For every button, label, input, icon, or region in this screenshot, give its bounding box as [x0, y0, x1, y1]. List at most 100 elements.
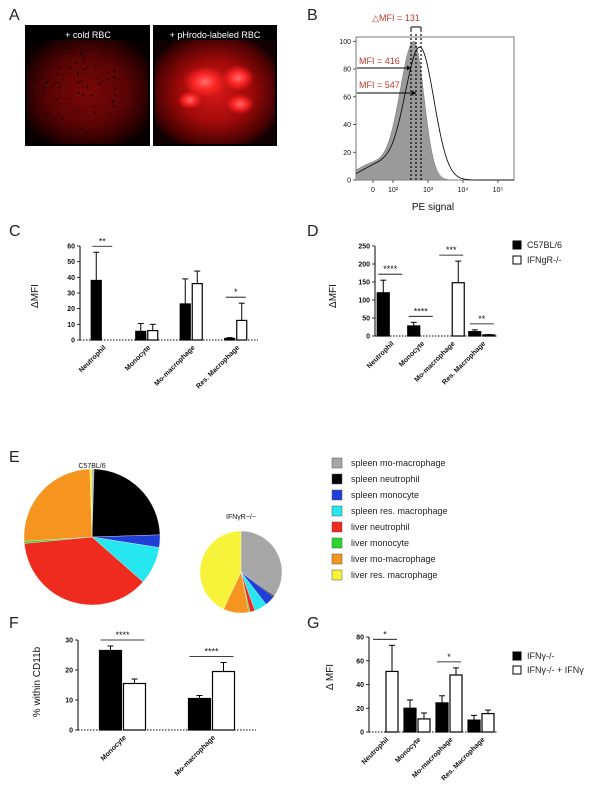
speckle [95, 131, 97, 133]
speckle [31, 78, 34, 81]
speckle [112, 54, 115, 57]
significance-marker: ** [99, 236, 107, 246]
g-y-label: Δ MFI [325, 664, 336, 690]
category-label-monocyte: Monocyte [100, 734, 128, 762]
speckle [111, 105, 114, 107]
speckle [76, 71, 80, 74]
y-tick-label: 20 [67, 306, 75, 313]
speckle [105, 127, 107, 129]
bar-res-macrophage-open [236, 319, 248, 341]
speckle [142, 124, 145, 127]
speckle [97, 77, 100, 80]
pie-legend: spleen mo-macrophage spleen neutrophil spl… [331, 457, 448, 581]
speckle [138, 102, 141, 105]
speckle [45, 46, 49, 49]
speckle [130, 134, 133, 136]
micrograph-speckle-texture [31, 45, 145, 140]
mfi-arrowhead [412, 90, 416, 96]
speckle [114, 105, 117, 108]
speckle [44, 86, 47, 90]
speckle [104, 52, 107, 55]
speckle [44, 68, 47, 71]
pie-legend-swatch-spleen-mo-macrophage [331, 457, 343, 469]
speckle [41, 87, 44, 89]
bar-mo-macrophage-filled [187, 697, 212, 731]
speckle [75, 124, 77, 126]
speckle [104, 58, 106, 60]
panel-d: D ΔMFI 050100150200250****Neutrophil****… [307, 223, 562, 386]
speckle [132, 94, 135, 97]
speckle [83, 56, 86, 59]
legend-label-ifng-ko: IFNγ-/- [527, 651, 555, 661]
speckle [119, 131, 122, 133]
speckle [82, 68, 86, 71]
speckle [113, 69, 116, 73]
pie-chart-c57bl6 [23, 468, 161, 606]
speckle [57, 108, 59, 110]
fluorescent-blob [178, 91, 202, 109]
panel-b: B △MFI = 131 MFI = 416 MFI = 547 0 20 40 60… [307, 7, 515, 213]
significance-marker: **** [115, 630, 130, 640]
fluorescent-blob [222, 65, 254, 91]
panel-f-letter: F [9, 615, 19, 632]
speckle [47, 59, 49, 61]
speckle [111, 100, 115, 103]
speckle [82, 93, 85, 96]
speckle [65, 67, 68, 70]
speckle [107, 111, 109, 114]
y-tick-label: 40 [356, 682, 364, 689]
speckle [137, 120, 139, 123]
speckle [33, 119, 35, 121]
significance-marker: ** [478, 314, 486, 324]
pie-legend-swatch-spleen-res-macrophage [331, 505, 343, 517]
category-label-mo-macrophage: Mo-macrophage [153, 344, 196, 387]
speckle [69, 66, 72, 69]
speckle [131, 70, 133, 72]
speckle [56, 82, 58, 84]
pie-legend-label-spleen-neutrophil: spleen neutrophil [351, 474, 420, 484]
speckle [71, 52, 74, 55]
speckle [56, 73, 59, 76]
speckle [142, 107, 144, 109]
panel-b-letter: B [307, 7, 318, 24]
speckle [62, 45, 65, 47]
bar-chart-d: 0 50 100 150 200 250 **** Neutrophil **** Monocyt… [358, 244, 497, 386]
speckle [86, 86, 89, 89]
bar-mo-macrophage-open [451, 282, 465, 337]
speckle [77, 74, 80, 77]
y-tick-label: 60 [343, 94, 351, 101]
delta-mfi-label: △MFI = 131 [372, 13, 420, 23]
speckle [86, 66, 89, 69]
speckle [46, 61, 48, 62]
speckle [82, 135, 85, 139]
legend-swatch-c57bl6 [512, 240, 522, 250]
speckle [82, 59, 85, 62]
pie-slice-spleen-neutrophil [91, 468, 161, 538]
speckle [124, 124, 126, 126]
speckle [143, 46, 145, 48]
y-tick-label: 20 [343, 150, 351, 157]
histogram-open-population [355, 46, 514, 181]
speckle [34, 95, 36, 98]
category-label-mo-macrophage: Mo-macrophage [174, 734, 217, 777]
speckle [98, 82, 101, 85]
panel-a-letter: A [9, 7, 20, 24]
speckle [37, 69, 40, 71]
y-tick-label: 40 [67, 275, 75, 282]
category-label-monocyte: Monocyte [124, 344, 152, 372]
bar-monocyte-filled [407, 325, 421, 337]
bar-mo-macrophage-filled [435, 702, 449, 733]
speckle [138, 75, 140, 78]
bar-mo-macrophage-filled [179, 303, 191, 341]
panel-e-letter: E [9, 449, 20, 466]
y-tick-label: 0 [71, 338, 75, 345]
pie-legend-label-spleen-monocyte: spleen monocyte [351, 490, 419, 500]
speckle [31, 137, 34, 139]
legend-label-ifng-ko-plus: IFNγ-/- + IFNγ [527, 665, 584, 675]
speckle [77, 129, 80, 131]
speckle [36, 133, 39, 136]
speckle [101, 80, 104, 82]
y-tick-label: 60 [67, 244, 75, 251]
pie-slice-liver-res-macrophage [89, 468, 93, 538]
